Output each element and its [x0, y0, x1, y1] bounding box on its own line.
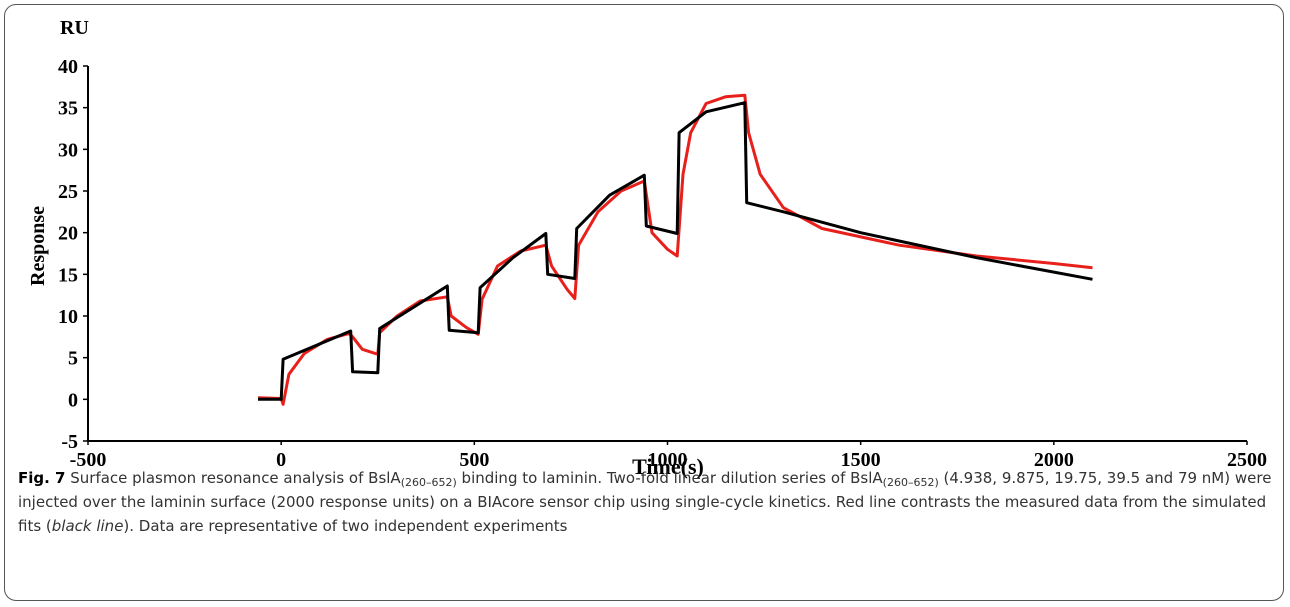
y-axis-label: Response — [27, 206, 49, 286]
caption-text: (260–652) — [882, 476, 939, 489]
y-tick-label: 35 — [58, 98, 78, 120]
figure-frame — [4, 4, 1284, 601]
x-tick-label: 2000 — [1034, 449, 1074, 471]
y-tick-label: 25 — [58, 181, 78, 203]
y-tick-label: 15 — [58, 264, 78, 286]
caption-text: Surface plasmon resonance analysis of Bs… — [65, 469, 401, 487]
x-tick-label: 1500 — [841, 449, 881, 471]
y-tick-label: 40 — [58, 56, 78, 78]
caption: Fig. 7 Surface plasmon resonance analysi… — [18, 466, 1273, 538]
x-tick-label: 0 — [276, 449, 286, 471]
y-tick-label: 5 — [68, 348, 78, 370]
y-tick-label: 10 — [58, 306, 78, 328]
x-tick-label: -500 — [70, 449, 107, 471]
x-tick-label: 1000 — [648, 449, 688, 471]
caption-text: (260–652) — [400, 476, 457, 489]
caption-text: (4.938, 9.875, 19.75, 39.5 and 79 nM) we… — [18, 469, 1272, 535]
caption-text: binding to laminin. Two-fold linear dilu… — [456, 469, 883, 487]
x-tick-label: 2500 — [1227, 449, 1267, 471]
data-line — [257, 93, 1093, 406]
caption-label: Fig. 7 — [18, 469, 66, 487]
y-tick-label: 30 — [58, 139, 78, 161]
data-line — [258, 101, 1093, 401]
y-tick-label: -5 — [61, 431, 78, 453]
caption-text: ). Data are representative of two indepe… — [123, 517, 568, 535]
caption-text: black line — [51, 517, 124, 535]
x-axis-label: Time(s) — [632, 454, 704, 479]
y-tick-label: 0 — [68, 389, 78, 411]
y-tick-label: 20 — [58, 223, 78, 245]
y-unit: RU — [60, 17, 89, 39]
x-tick-label: 500 — [459, 449, 489, 471]
